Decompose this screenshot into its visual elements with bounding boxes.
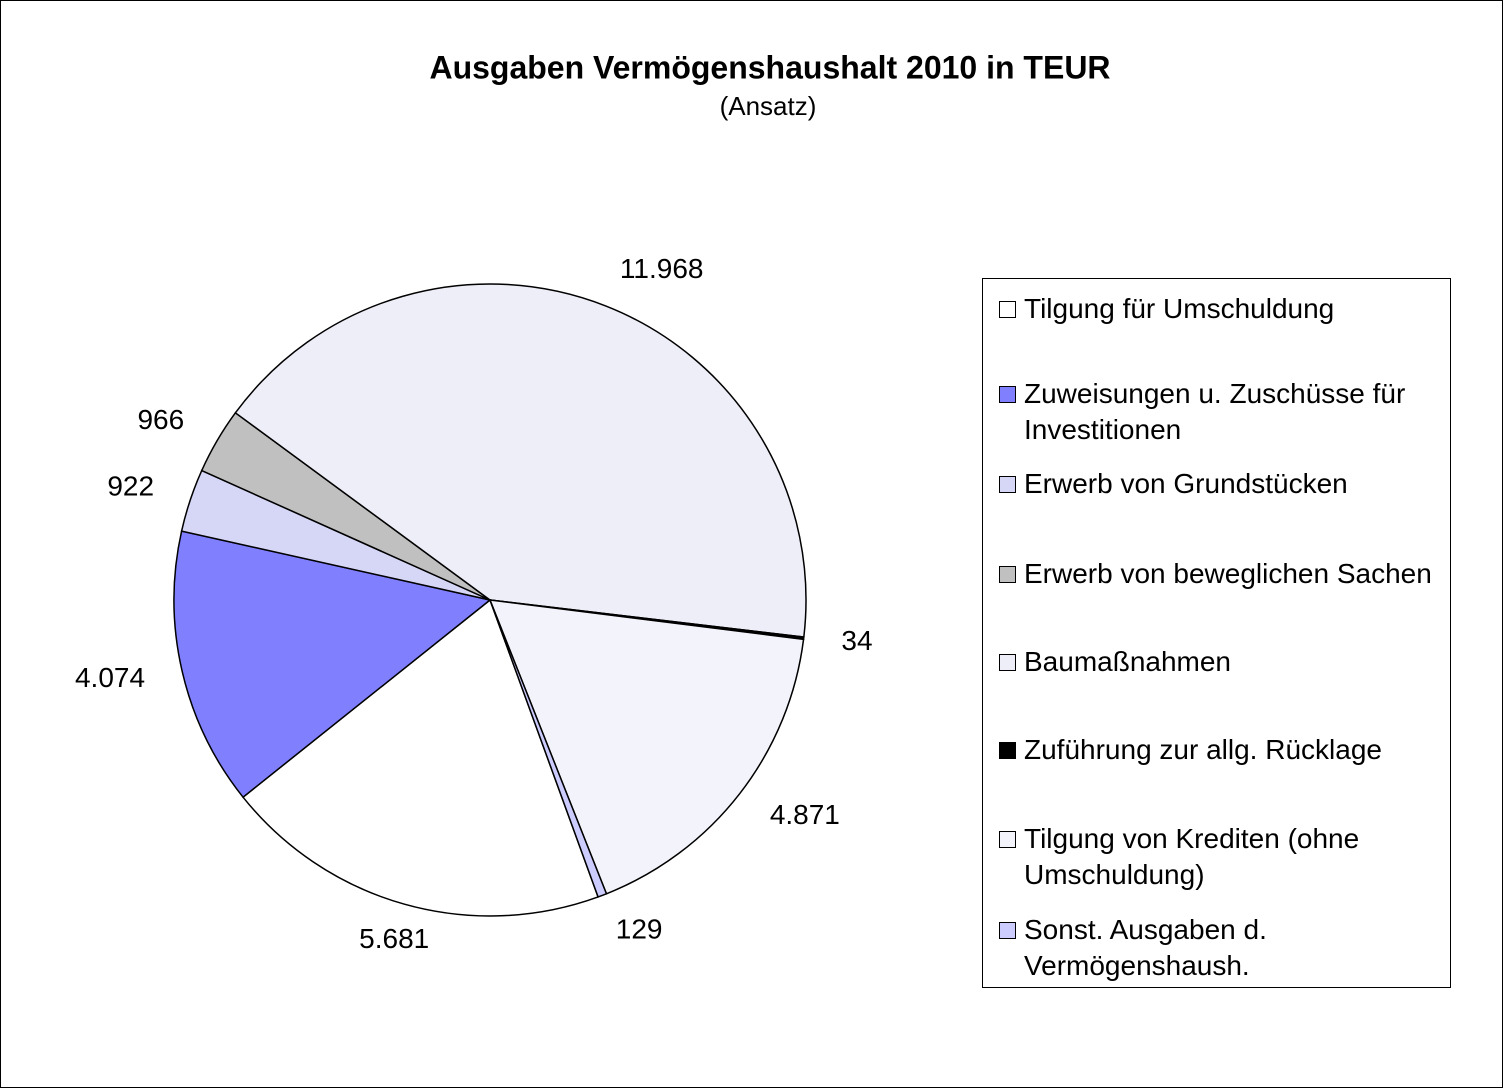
data-label: 4.074 xyxy=(75,662,145,693)
legend-label: Tilgung von Krediten (ohne Umschuldung) xyxy=(1024,823,1360,890)
data-label: 129 xyxy=(616,913,663,944)
legend-swatch xyxy=(999,654,1016,671)
legend-item: Tilgung für Umschuldung xyxy=(999,291,1439,327)
chart-subtitle: (Ansatz) xyxy=(720,91,817,121)
data-label: 966 xyxy=(137,404,184,435)
legend-label: Zuweisungen u. Zuschüsse für Investition… xyxy=(1024,378,1406,445)
legend-item: Tilgung von Krediten (ohne Umschuldung) xyxy=(999,821,1439,893)
legend-swatch xyxy=(999,566,1016,583)
data-label: 5.681 xyxy=(359,923,429,954)
legend-swatch xyxy=(999,742,1016,759)
legend: Tilgung für Umschuldung Zuweisungen u. Zu… xyxy=(982,278,1451,988)
legend-item: Baumaßnahmen xyxy=(999,644,1439,680)
pie-slice xyxy=(234,283,807,638)
data-label: 34 xyxy=(841,625,872,656)
pie-slice xyxy=(489,599,608,898)
legend-label: Zuführung zur allg. Rücklage xyxy=(1024,734,1382,765)
legend-label: Tilgung für Umschuldung xyxy=(1024,293,1335,324)
legend-swatch xyxy=(999,831,1016,848)
legend-label: Erwerb von beweglichen Sachen xyxy=(1024,558,1432,589)
legend-label: Baumaßnahmen xyxy=(1024,646,1232,677)
legend-item: Zuführung zur allg. Rücklage xyxy=(999,732,1439,768)
legend-item: Erwerb von Grundstücken xyxy=(999,466,1439,502)
pie-slice xyxy=(173,530,492,799)
data-label: 11.968 xyxy=(620,253,704,284)
legend-item: Sonst. Ausgaben d. Vermögenshaush. xyxy=(999,912,1439,984)
legend-item: Zuweisungen u. Zuschüsse für Investition… xyxy=(999,376,1439,448)
legend-item: Erwerb von beweglichen Sachen xyxy=(999,556,1439,592)
pie-slice xyxy=(488,599,805,895)
data-label: 922 xyxy=(107,471,154,502)
legend-swatch xyxy=(999,476,1016,493)
legend-swatch xyxy=(999,301,1016,318)
pie-slice xyxy=(241,598,600,917)
legend-label: Sonst. Ausgaben d. Vermögenshaush. xyxy=(1024,914,1267,981)
chart-title: Ausgaben Vermögenshaushalt 2010 in TEUR xyxy=(429,49,1110,85)
legend-swatch xyxy=(999,922,1016,939)
data-label: 4.871 xyxy=(770,799,840,830)
legend-label: Erwerb von Grundstücken xyxy=(1024,468,1348,499)
legend-swatch xyxy=(999,386,1016,403)
